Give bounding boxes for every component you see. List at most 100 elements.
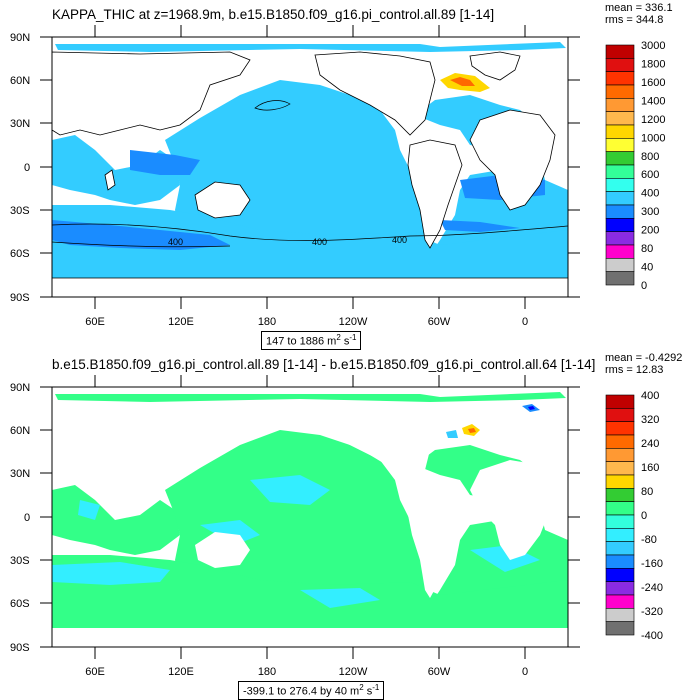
bottom-legend-swatch	[605, 501, 635, 516]
bottom-cyan-patch-6	[78, 500, 100, 520]
bottom-legend-swatch	[605, 408, 635, 422]
top-land-south-america	[407, 139, 463, 249]
top-mean: mean = 336.1	[605, 2, 673, 14]
top-legend-swatch	[605, 244, 635, 259]
top-map: 400 400 400 90N 60N 30N 0 30S 60S 90S	[10, 25, 665, 328]
bottom-land	[52, 402, 568, 647]
top-lon-label-0: 0	[522, 316, 528, 328]
bottom-cyan-patch-2	[250, 475, 330, 505]
top-legend-swatch	[605, 84, 635, 99]
bottom-legend-swatch	[605, 594, 635, 609]
top-land	[51, 51, 569, 298]
bottom-legend-swatch	[605, 621, 635, 636]
bottom-legend-swatch	[605, 474, 635, 489]
top-lat-label-60s: 60S	[10, 248, 30, 260]
bottom-legend-swatch	[605, 528, 635, 542]
bottom-land-north-america	[315, 402, 435, 485]
top-labrador-core	[450, 77, 475, 86]
bottom-arctic-ocean	[55, 392, 566, 402]
bottom-legend-label: 240	[641, 438, 659, 450]
bottom-legend-label: 160	[641, 462, 659, 474]
top-legend-label: 400	[641, 188, 659, 200]
bottom-cyan-patch-3	[200, 520, 260, 545]
bottom-legend-swatch	[605, 581, 635, 596]
bottom-legend-label: 400	[641, 390, 659, 402]
top-legend-swatch	[605, 204, 635, 219]
top-lon-label-120e: 120E	[168, 316, 194, 328]
top-panel-title: KAPPA_THIC at z=1968.9m, b.e15.B1850.f09…	[52, 7, 495, 22]
bottom-legend-swatch	[605, 461, 635, 476]
top-contour-southern-2	[51, 241, 231, 248]
top-legend-swatch	[605, 111, 635, 126]
top-panel-stats: mean = 336.1 rms = 344.8	[605, 2, 673, 26]
top-rms: rms = 344.8	[605, 14, 664, 26]
bottom-range-units: 2	[359, 683, 364, 692]
bottom-legend-swatch	[605, 394, 635, 409]
top-lat-label-90n: 90N	[10, 32, 30, 44]
bottom-range-exp: -1	[372, 683, 380, 692]
top-legend-label: 1400	[641, 95, 665, 107]
top-legend-label: 80	[641, 243, 653, 255]
top-legend-label: 1200	[641, 114, 665, 126]
top-lat-label-30s: 30S	[10, 205, 30, 217]
bottom-range-text: -399.1 to 276.4 by 40 m	[243, 685, 360, 698]
bottom-lat-label-90s: 90S	[10, 642, 30, 654]
top-range-units: 2	[336, 333, 341, 342]
bottom-legend-label: -240	[641, 582, 663, 594]
bottom-rms: rms = 12.83	[605, 364, 664, 376]
bottom-labrador-blue	[446, 430, 458, 438]
bottom-ticks	[40, 375, 580, 659]
top-lon-axis: 60E 120E 180 120W 60W 0	[85, 316, 528, 328]
bottom-legend-swatch	[605, 514, 635, 529]
top-indian-strong	[130, 150, 200, 175]
bottom-legend-label: -400	[641, 630, 663, 642]
top-legend-swatch	[605, 258, 635, 272]
bottom-legend: 400 320 240 160 80 0 -80 -160 -240 -320 -400	[605, 390, 663, 642]
bottom-panel-title: b.e15.B1850.f09_g16.pi_control.all.89 [1…	[52, 357, 596, 372]
bottom-land-antarctica	[52, 628, 568, 647]
bottom-lat-label-60n: 60N	[10, 425, 30, 437]
top-legend-label: 40	[641, 262, 653, 274]
top-legend-swatch	[605, 191, 635, 206]
top-land-greenland	[469, 51, 521, 81]
bottom-legend-swatch	[605, 554, 635, 569]
top-legend-swatch	[605, 44, 635, 59]
top-ticks	[40, 25, 580, 309]
top-lon-label-60e: 60E	[85, 316, 105, 328]
top-contour-label-3: 400	[392, 235, 407, 245]
bottom-legend-label: 320	[641, 414, 659, 426]
bottom-legend-label: 0	[641, 510, 647, 522]
bottom-lat-label-eq: 0	[24, 512, 30, 524]
top-legend-swatch	[605, 124, 635, 139]
top-lon-label-60w: 60W	[428, 316, 451, 328]
top-lat-label-eq: 0	[24, 162, 30, 174]
top-land-africa	[469, 109, 556, 211]
top-legend-swatch	[605, 164, 635, 179]
top-lat-label-30n: 30N	[10, 118, 30, 130]
top-southern-ocean-strong	[52, 220, 230, 250]
top-legend-label: 800	[641, 151, 659, 163]
top-legend-label: 300	[641, 206, 659, 218]
top-lat-label-90s: 90S	[10, 292, 30, 304]
bottom-panel-stats: mean = -0.4292 rms = 12.83	[605, 352, 682, 376]
bottom-nordic-anomaly-core	[528, 406, 535, 410]
top-legend-label: 0	[641, 280, 647, 292]
top-legend-label: 1800	[641, 58, 665, 70]
top-legend-label: 1000	[641, 132, 665, 144]
bottom-mean: mean = -0.4292	[605, 352, 683, 364]
top-agulhas-strong	[440, 220, 520, 232]
top-lat-label-60n: 60N	[10, 75, 30, 87]
bottom-lon-label-60e: 60E	[85, 666, 105, 678]
top-legend-swatch	[605, 71, 635, 86]
bottom-lon-label-120e: 120E	[168, 666, 194, 678]
bottom-land-greenland	[470, 402, 520, 430]
bottom-land-africa	[470, 460, 555, 560]
bottom-cyan-patch-1	[52, 562, 170, 585]
top-legend-swatch	[605, 271, 635, 286]
bottom-panel: b.e15.B1850.f09_g16.pi_control.all.89 [1…	[0, 350, 700, 700]
top-legend-swatch	[605, 218, 635, 232]
top-land-madagascar	[104, 169, 116, 191]
top-land-antarctica	[51, 277, 569, 298]
top-lon-label-120w: 120W	[339, 316, 368, 328]
bottom-range-suffix: s	[363, 685, 373, 698]
